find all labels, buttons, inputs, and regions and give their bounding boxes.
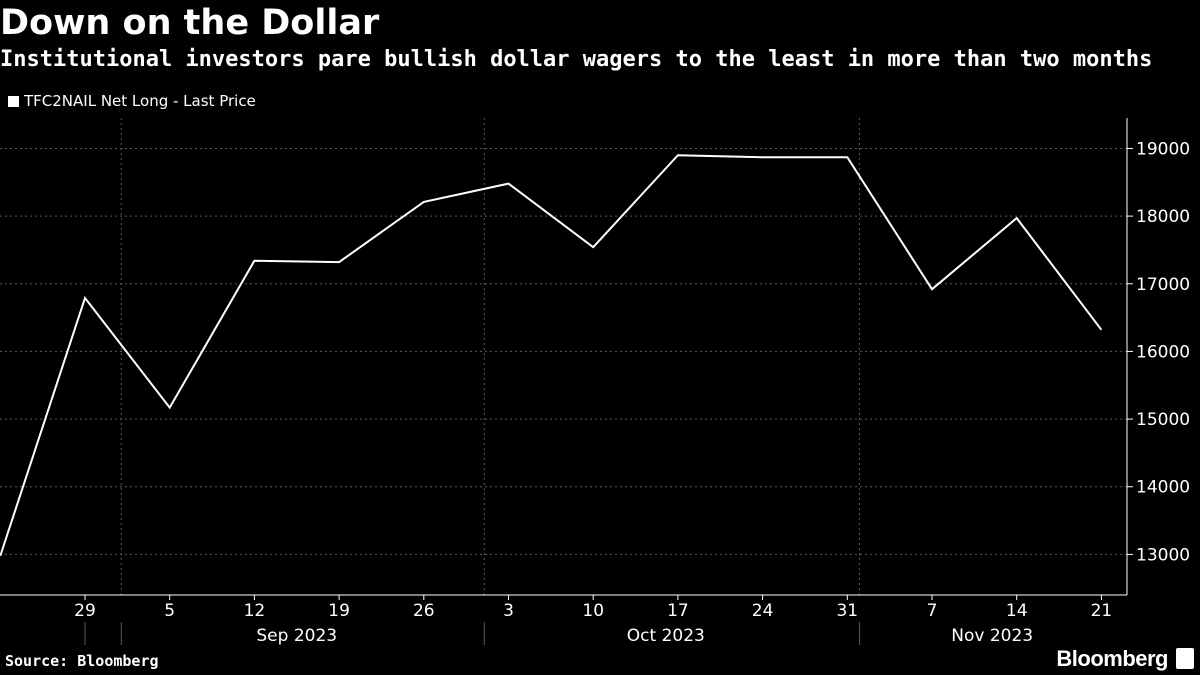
y-tick-label: 18000 [1136,207,1190,227]
x-tick-label: 7 [927,601,938,621]
y-tick-label: 15000 [1136,410,1190,430]
y-tick-label: 14000 [1136,478,1190,498]
bloomberg-terminal-icon [1176,648,1194,669]
legend: TFC2NAIL Net Long - Last Price [8,90,256,112]
x-group-label: Oct 2023 [627,626,705,646]
x-tick-label: 29 [74,601,96,621]
x-tick-label: 19 [328,601,350,621]
x-tick-label: 14 [1006,601,1028,621]
x-tick-label: 21 [1091,601,1113,621]
grid-layer [0,118,1127,595]
bloomberg-logo: Bloomberg [1056,646,1168,671]
x-tick-label: 17 [667,601,689,621]
series-layer [0,154,1103,557]
x-tick-label: 3 [503,601,514,621]
x-tick-label: 24 [752,601,774,621]
x-tick-label: 31 [836,601,858,621]
chart-subtitle: Institutional investors pare bullish dol… [0,47,1153,72]
source-note: Source: Bloomberg [5,652,159,670]
x-tick-label: 5 [164,601,175,621]
legend-swatch [8,95,19,107]
x-group-label: Nov 2023 [951,626,1033,646]
y-tick-label: 16000 [1136,342,1190,362]
axis-layer: 13000 14000 15000 16000 17000 18000 19000 29 5 12… [0,118,1190,646]
series-line-tfc2nail [0,154,1103,557]
legend-label: TFC2NAIL Net Long - Last Price [24,92,256,110]
chart-title: Down on the Dollar [0,3,380,43]
y-tick-label: 17000 [1136,275,1190,295]
x-tick-label: 12 [244,601,266,621]
y-tick-label: 19000 [1136,139,1190,159]
x-tick-label: 26 [413,601,435,621]
y-tick-label: 13000 [1136,545,1190,565]
x-group-label: Sep 2023 [256,626,337,646]
x-tick-label: 10 [582,601,604,621]
